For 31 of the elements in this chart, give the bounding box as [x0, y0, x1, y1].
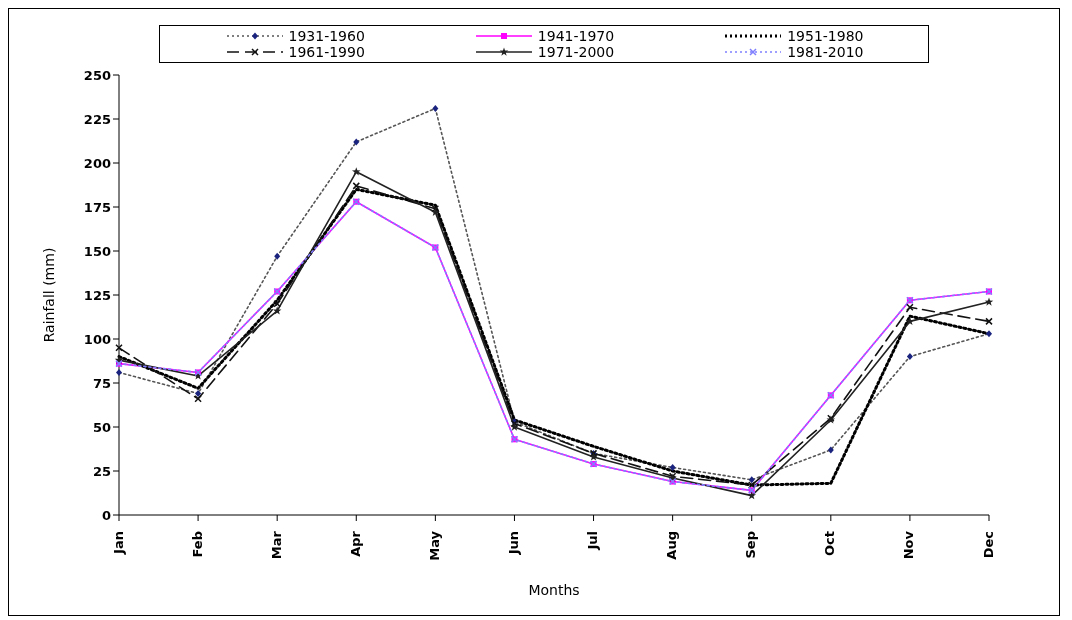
x-tick-label: Nov	[901, 530, 917, 560]
x-tick-label: Aug	[664, 531, 680, 560]
legend-label: 1931-1960	[288, 28, 365, 44]
x-tick-label: Jun	[505, 531, 521, 556]
x-axis-title: Months	[528, 582, 580, 598]
y-tick-label: 25	[92, 463, 111, 479]
y-tick-label: 125	[83, 287, 111, 303]
y-tick-label: 50	[92, 419, 111, 435]
y-tick-label: 250	[83, 67, 111, 83]
x-tick-label: Feb	[189, 531, 205, 558]
x-tick-label: Dec	[980, 531, 996, 559]
x-tick-label: Jul	[585, 531, 601, 551]
y-tick-label: 150	[83, 243, 111, 259]
legend-label: 1981-2010	[787, 44, 864, 60]
y-tick-label: 0	[101, 507, 111, 523]
y-tick-label: 75	[92, 375, 111, 391]
y-tick-label: 100	[83, 331, 111, 347]
x-tick-label: Apr	[347, 530, 363, 557]
x-tick-label: May	[426, 530, 442, 561]
y-tick-label: 175	[83, 199, 111, 215]
legend-label: 1971-2000	[537, 44, 615, 60]
legend-label: 1941-1970	[537, 28, 615, 44]
y-axis-title: Rainfall (mm)	[40, 247, 57, 343]
y-tick-label: 225	[83, 111, 111, 127]
x-tick-label: Jan	[110, 531, 126, 555]
x-tick-label: Sep	[743, 531, 759, 559]
legend-label: 1961-1990	[288, 44, 365, 60]
x-tick-label: Oct	[822, 531, 838, 556]
y-tick-label: 200	[83, 155, 111, 171]
legend-label: 1951-1980	[787, 28, 864, 44]
x-tick-label: Mar	[268, 530, 284, 560]
